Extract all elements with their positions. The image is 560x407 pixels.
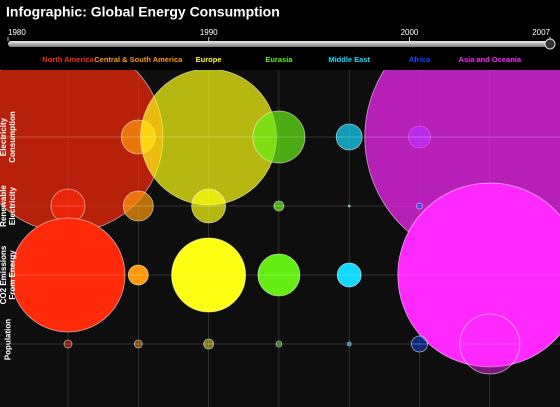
timeline-label: 1990: [200, 28, 218, 37]
column-label: Europe: [196, 55, 222, 64]
column-label: Central & South America: [94, 55, 183, 64]
column-label: Asia and Oceania: [459, 55, 522, 64]
chart-title: Infographic: Global Energy Consumption: [6, 4, 280, 20]
column-label: Africa: [409, 55, 431, 64]
bubble: [459, 313, 521, 375]
bubble: [171, 237, 247, 313]
row-label: Renewable Electricity: [0, 185, 17, 227]
bubble: [257, 253, 301, 297]
bubble: [411, 335, 428, 353]
bubble: [191, 188, 227, 224]
bubble: [10, 217, 126, 333]
timeline-track: [8, 41, 550, 47]
bubble: [133, 339, 143, 349]
bubble: [63, 339, 73, 349]
bubble: [275, 340, 283, 348]
bubble: [347, 204, 351, 208]
bubble: [273, 200, 285, 212]
row-label: Electricity Consumption: [0, 111, 17, 163]
column-label: Eurasia: [265, 55, 293, 64]
timeline-label: 2000: [401, 28, 419, 37]
timeline-label: 2007: [532, 28, 550, 37]
bubble: [122, 190, 154, 222]
bubble: [203, 338, 215, 350]
bubble: [346, 341, 352, 347]
column-label: North America: [42, 55, 94, 64]
bubble: [397, 182, 560, 368]
row-label: Population: [3, 318, 13, 361]
bubble: [127, 264, 149, 286]
bubble: [252, 110, 306, 164]
bubble: [336, 262, 362, 288]
timeline-handle[interactable]: [544, 38, 556, 50]
bubble: [335, 123, 363, 151]
bubble: [416, 202, 423, 210]
timeline-label: 1980: [8, 28, 26, 37]
column-label: Middle East: [328, 55, 370, 64]
